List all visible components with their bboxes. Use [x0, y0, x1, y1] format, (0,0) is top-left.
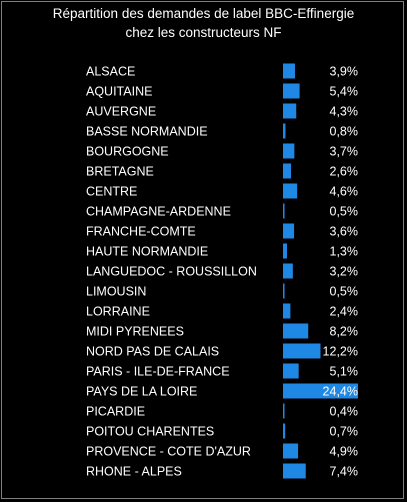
category-label: PARIS - ILE-DE-FRANCE [86, 365, 230, 379]
category-label: ALSACE [86, 65, 135, 79]
value-label: 0,5% [330, 285, 359, 299]
bar-row: FRANCHE-COMTE 3,6% [86, 223, 359, 239]
bar [283, 323, 309, 339]
bar-row: LIMOUSIN 0,5% [86, 283, 359, 299]
bar [283, 343, 321, 359]
bar [283, 243, 287, 259]
value-label: 5,4% [330, 85, 359, 99]
bar [283, 403, 285, 419]
category-label: AUVERGNE [86, 105, 156, 119]
value-label: 12,2% [323, 345, 358, 359]
category-label: RHONE - ALPES [86, 465, 182, 479]
bar-row: BRETAGNE 2,6% [86, 163, 359, 179]
bar-row: NORD PAS DE CALAIS 12,2% [86, 343, 358, 359]
value-label: 3,7% [330, 145, 359, 159]
category-label: PROVENCE - COTE D'AZUR [86, 445, 251, 459]
category-label: PICARDIE [86, 405, 145, 419]
bar-row: PICARDIE 0,4% [86, 403, 359, 419]
category-label: CENTRE [86, 185, 137, 199]
category-label: LIMOUSIN [86, 285, 146, 299]
value-label: 4,3% [330, 105, 359, 119]
value-label: 3,6% [330, 225, 359, 239]
bar [283, 63, 295, 79]
value-label: 3,9% [330, 65, 359, 79]
bar [283, 363, 299, 379]
value-label: 4,6% [330, 185, 359, 199]
value-label: 5,1% [330, 365, 359, 379]
category-label: BRETAGNE [86, 165, 154, 179]
bar-row: POITOU CHARENTES 0,7% [86, 423, 359, 439]
value-label: 2,6% [330, 165, 359, 179]
category-label: AQUITAINE [86, 85, 152, 99]
value-label: 0,5% [330, 205, 359, 219]
value-label: 1,3% [330, 245, 359, 259]
category-label: NORD PAS DE CALAIS [86, 345, 219, 359]
bar-row: CHAMPAGNE-ARDENNE 0,5% [86, 203, 359, 219]
bar [283, 463, 306, 479]
chart-title: Répartition des demandes de label BBC-Ef… [0, 4, 407, 42]
bar-row: MIDI PYRENEES 8,2% [86, 323, 359, 339]
value-label: 0,8% [330, 125, 359, 139]
chart-title-line-2: chez les constructeurs NF [125, 25, 282, 40]
value-label: 8,2% [330, 325, 359, 339]
bar [283, 383, 358, 399]
category-label: BOURGOGNE [86, 145, 169, 159]
value-label: 3,2% [330, 265, 359, 279]
bar-row: CENTRE 4,6% [86, 183, 359, 199]
bar-row: HAUTE NORMANDIE 1,3% [86, 243, 359, 259]
chart-title-line-1: Répartition des demandes de label BBC-Ef… [52, 6, 355, 21]
bar-row: ALSACE 3,9% [86, 63, 359, 79]
bar-row: LANGUEDOC - ROUSSILLON 3,2% [86, 263, 359, 279]
category-label: HAUTE NORMANDIE [86, 245, 208, 259]
bar-row: BASSE NORMANDIE 0,8% [86, 123, 359, 139]
bar-row: PROVENCE - COTE D'AZUR 4,9% [86, 443, 359, 459]
bar [283, 203, 285, 219]
category-label: POITOU CHARENTES [86, 425, 214, 439]
category-label: LORRAINE [86, 305, 150, 319]
bar [283, 103, 297, 119]
bar [283, 163, 291, 179]
bar-row: BOURGOGNE 3,7% [86, 143, 359, 159]
bar [283, 123, 286, 139]
bar [283, 223, 295, 239]
value-label: 7,4% [330, 465, 359, 479]
bar [283, 303, 291, 319]
category-label: LANGUEDOC - ROUSSILLON [86, 265, 257, 279]
value-label: 0,7% [330, 425, 359, 439]
category-label: BASSE NORMANDIE [86, 125, 208, 139]
value-label: 4,9% [330, 445, 359, 459]
bar-row: PAYS DE LA LOIRE 24,4% [86, 383, 358, 399]
bar-row: AQUITAINE 5,4% [86, 83, 359, 99]
value-label: 0,4% [330, 405, 359, 419]
bar [283, 443, 299, 459]
value-label: 24,4% [323, 385, 358, 399]
bar [283, 423, 286, 439]
category-label: CHAMPAGNE-ARDENNE [86, 205, 231, 219]
bar [283, 143, 295, 159]
bar-row: RHONE - ALPES 7,4% [86, 463, 359, 479]
bar [283, 83, 300, 99]
bar-row: PARIS - ILE-DE-FRANCE 5,1% [86, 363, 359, 379]
category-label: MIDI PYRENEES [86, 325, 184, 339]
bar-row: AUVERGNE 4,3% [86, 103, 359, 119]
bar [283, 263, 293, 279]
category-label: PAYS DE LA LOIRE [86, 385, 197, 399]
bar-row: LORRAINE 2,4% [86, 303, 359, 319]
bar [283, 283, 285, 299]
bar [283, 183, 298, 199]
category-label: FRANCHE-COMTE [86, 225, 196, 239]
value-label: 2,4% [330, 305, 359, 319]
